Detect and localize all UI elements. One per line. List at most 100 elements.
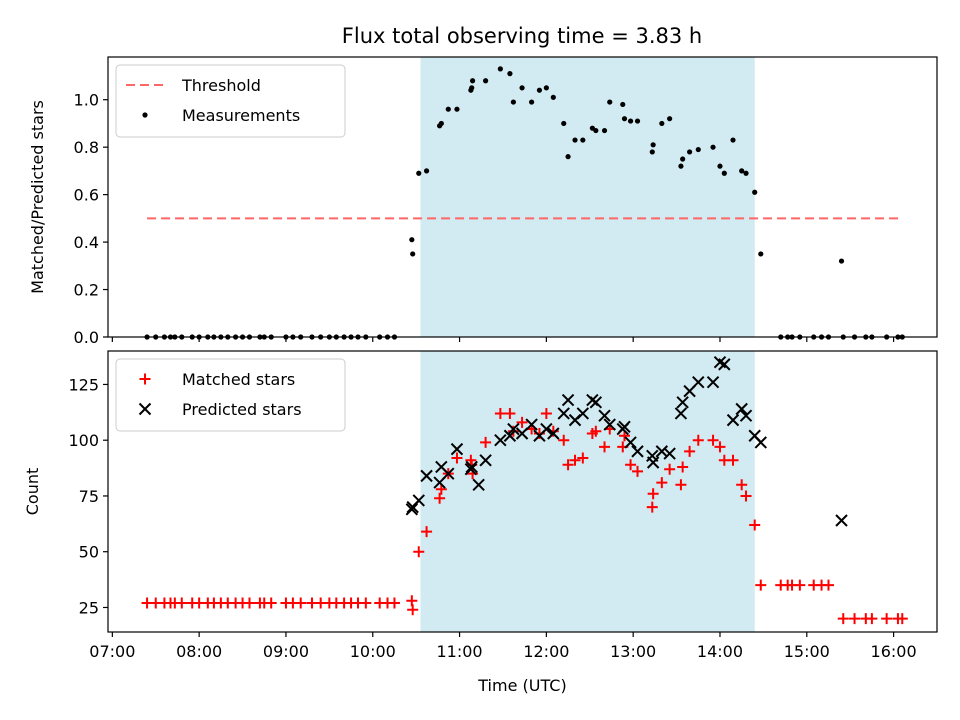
predicted-stars-point <box>472 478 485 492</box>
matched-stars-point <box>656 477 668 489</box>
matched-stars-point <box>646 501 658 513</box>
measurement-point <box>469 85 475 91</box>
predicted-stars-point <box>503 429 517 442</box>
matched-stars-point <box>407 604 419 616</box>
matched-stars-point <box>558 434 570 446</box>
measurement-point <box>721 170 727 176</box>
predicted-stars-point <box>646 456 660 469</box>
measurement-point <box>483 78 489 84</box>
measurement-point <box>730 137 736 143</box>
matched-stars-point <box>577 452 589 464</box>
measurement-point <box>593 127 599 134</box>
legend-box <box>115 358 346 432</box>
matched-stars-point <box>599 441 611 453</box>
matched-stars-point <box>714 441 726 453</box>
y-tick-label: 0.6 <box>74 186 99 205</box>
matched-stars-point <box>590 425 602 437</box>
matched-stars-point <box>388 597 400 609</box>
measurement-point <box>543 85 549 91</box>
matched-stars-point <box>692 434 704 446</box>
matched-stars-point <box>421 526 433 538</box>
y-axis-label: Count <box>23 468 42 516</box>
measurement-point <box>650 142 656 148</box>
matched-stars-point <box>881 613 893 625</box>
predicted-stars-point <box>692 376 705 389</box>
y-tick-label: 75 <box>79 487 99 506</box>
measurement-point <box>710 144 716 150</box>
matched-stars-point <box>647 488 659 500</box>
legend-label: Predicted stars <box>182 400 302 419</box>
series-matched-stars <box>141 407 908 625</box>
predicted-stars-point <box>603 418 616 431</box>
measurement-point <box>561 120 567 127</box>
x-tick-label: 16:00 <box>871 642 917 661</box>
measurement-point <box>627 118 634 124</box>
predicted-stars-point <box>515 427 529 440</box>
predicted-stars-point <box>598 409 611 422</box>
matched-stars-point <box>707 434 719 446</box>
measurement-point <box>621 116 628 122</box>
measurement-point <box>536 87 543 93</box>
predicted-stars-point <box>547 427 560 440</box>
y-tick-label: 0.4 <box>74 233 99 252</box>
matched-stars-point <box>664 463 676 475</box>
x-tick-label: 08:00 <box>176 642 222 661</box>
legend-matched-swatch <box>139 373 151 385</box>
matched-stars-point <box>569 454 581 466</box>
measurement-point <box>680 156 686 162</box>
matched-stars-point <box>837 613 849 625</box>
matched-stars-point <box>295 597 307 609</box>
measurement-point <box>678 163 684 169</box>
matched-stars-point <box>684 445 696 457</box>
matched-stars-point <box>632 465 644 477</box>
predicted-stars-point <box>676 396 689 409</box>
measurement-point <box>607 99 613 105</box>
x-tick-label: 13:00 <box>610 642 656 661</box>
measurement-point <box>634 118 641 124</box>
measurement-point <box>743 170 749 176</box>
predicted-stars-point <box>618 420 631 434</box>
measurement-point <box>438 120 444 127</box>
predicted-stars-point <box>561 393 575 407</box>
measurement-point <box>510 99 516 105</box>
matched-stars-point <box>749 519 761 531</box>
predicted-stars-point <box>420 469 433 483</box>
observing-window-span <box>420 57 755 337</box>
predicted-stars-point <box>624 436 637 449</box>
top-panel: 0.0 0.2 0.4 0.6 0.8 1.0 Matched/Predicted star… <box>28 56 938 347</box>
predicted-stars-point <box>718 358 731 371</box>
matched-stars-point <box>360 597 372 609</box>
measurement-point <box>649 149 655 155</box>
predicted-stars-point <box>663 447 676 460</box>
legend-label: Threshold <box>181 76 261 95</box>
matched-stars-point <box>822 579 834 591</box>
legend-label: Measurements <box>182 106 300 125</box>
matched-stars-point <box>451 452 463 464</box>
y-tick-label: 0.0 <box>74 328 99 347</box>
measurement-point <box>519 85 525 91</box>
y-tick-label: 50 <box>79 543 99 562</box>
legend: Threshold Measurements <box>115 64 346 138</box>
matched-stars-point <box>794 579 806 591</box>
legend-box <box>115 64 346 138</box>
predicted-stars-point <box>835 514 848 527</box>
measurement-point <box>717 163 723 169</box>
y-tick-label: 100 <box>68 431 99 450</box>
x-tick-label: 11:00 <box>437 642 483 661</box>
predicted-stars-point <box>726 413 740 427</box>
bottom-panel: 25 50 75 100 125 07:00 08:00 09:00 10:00 11:00 12:… <box>23 350 938 695</box>
measurement-point <box>580 137 586 143</box>
matched-stars-point <box>849 613 861 625</box>
measurement-point <box>469 78 476 84</box>
measurement-point <box>410 251 416 257</box>
measurement-point <box>838 258 845 264</box>
matched-stars-point <box>243 597 255 609</box>
measurement-point <box>416 170 422 176</box>
measurement-point <box>454 106 460 112</box>
matched-stars-point <box>675 479 687 491</box>
predicted-stars-point <box>412 494 425 507</box>
measurement-point <box>667 116 673 122</box>
measurement-point <box>565 154 571 160</box>
matched-stars-point <box>866 613 878 625</box>
